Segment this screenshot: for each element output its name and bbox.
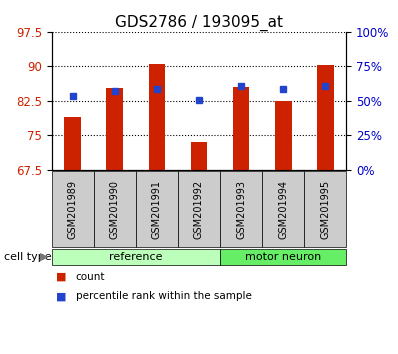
Title: GDS2786 / 193095_at: GDS2786 / 193095_at xyxy=(115,14,283,30)
Text: GSM201990: GSM201990 xyxy=(110,180,120,239)
Text: motor neuron: motor neuron xyxy=(245,252,321,262)
Bar xyxy=(148,64,165,170)
Text: GSM201993: GSM201993 xyxy=(236,180,246,239)
Text: GSM201994: GSM201994 xyxy=(278,180,288,239)
Bar xyxy=(275,101,292,170)
Bar xyxy=(106,88,123,170)
Bar xyxy=(317,65,334,170)
Text: ▶: ▶ xyxy=(39,252,48,262)
Text: GSM201989: GSM201989 xyxy=(68,180,78,239)
Text: count: count xyxy=(76,272,105,282)
Text: GSM201991: GSM201991 xyxy=(152,180,162,239)
Text: ■: ■ xyxy=(56,291,66,301)
Text: percentile rank within the sample: percentile rank within the sample xyxy=(76,291,252,301)
Text: ■: ■ xyxy=(56,272,66,282)
Text: GSM201995: GSM201995 xyxy=(320,180,330,239)
Text: GSM201992: GSM201992 xyxy=(194,180,204,239)
Bar xyxy=(191,142,207,170)
Text: cell type: cell type xyxy=(4,252,52,262)
Bar xyxy=(233,87,250,170)
Bar xyxy=(64,117,81,170)
Text: reference: reference xyxy=(109,252,163,262)
